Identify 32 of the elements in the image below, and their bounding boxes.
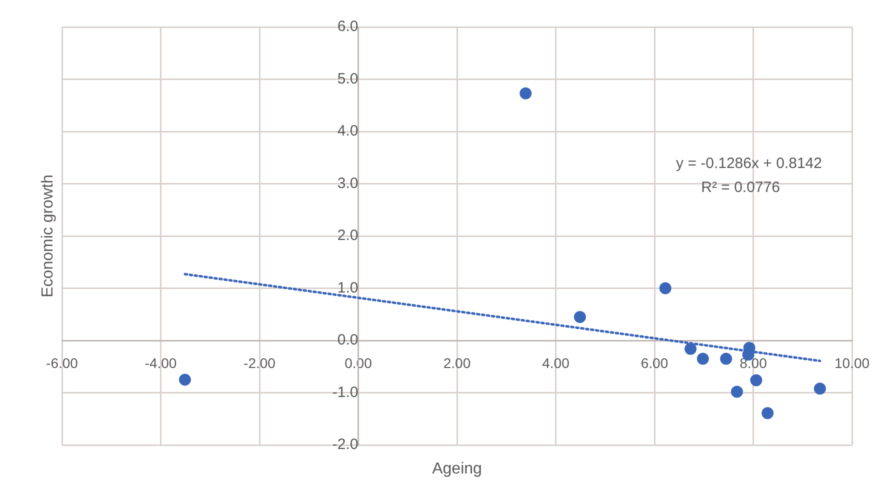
- y-tick-label: 6.0: [337, 18, 358, 36]
- x-tick-label: 8.00: [740, 354, 768, 371]
- point: [178, 374, 191, 386]
- point: [659, 282, 672, 294]
- point: [730, 386, 743, 398]
- x-tick-label: -6.00: [46, 354, 78, 371]
- x-tick-label: 6.00: [640, 354, 668, 371]
- x-tick-label: 4.00: [542, 354, 570, 371]
- x-tick-label: -4.00: [144, 354, 177, 371]
- annotation: R² = 0.0776: [701, 179, 780, 196]
- point: [814, 382, 826, 395]
- x-tick-label: 2.00: [443, 354, 471, 371]
- x-axis-title: Ageing: [432, 460, 482, 478]
- point: [684, 342, 697, 355]
- y-tick-label: -1.0: [332, 384, 358, 401]
- point: [720, 352, 732, 365]
- annotation: y = -0.1286x + 0.8142: [676, 155, 822, 172]
- y-tick-label: 3.0: [337, 174, 358, 192]
- y-tick-label: 5.0: [337, 70, 358, 88]
- x-tick-label: 10.00: [834, 354, 870, 371]
- point: [520, 87, 532, 100]
- point: [574, 310, 586, 323]
- y-tick-label: 1.0: [337, 279, 358, 296]
- x-tick-label: -2.00: [244, 354, 276, 371]
- y-tick-label: 4.0: [337, 122, 358, 140]
- point: [762, 407, 774, 420]
- y-tick-label: 2.0: [337, 227, 358, 244]
- point: [750, 374, 762, 386]
- y-axis-title: Economic growth: [39, 174, 56, 298]
- point: [696, 352, 709, 365]
- y-tick-label: -2.0: [332, 436, 358, 454]
- y-tick-label: 0.0: [337, 332, 358, 349]
